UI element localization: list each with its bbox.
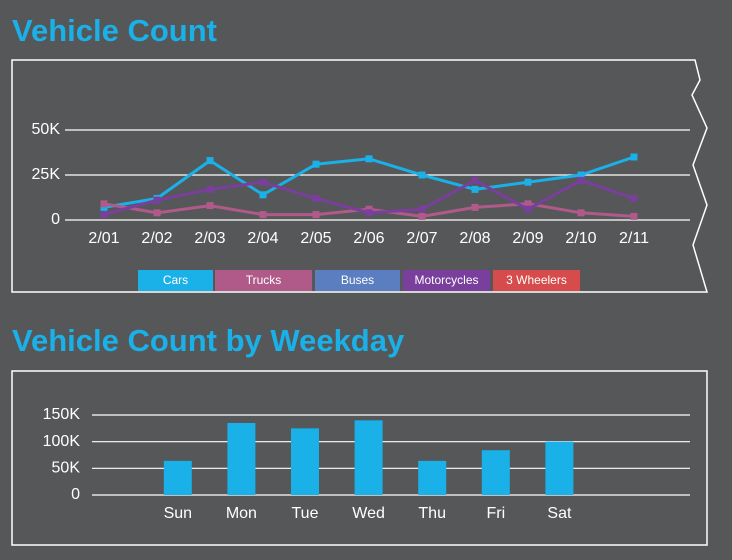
x-tick-label: 2/09	[512, 230, 543, 247]
y-tick-label: 50K	[32, 121, 61, 138]
legend-swatch	[493, 270, 580, 291]
x-tick-label: Tue	[292, 505, 319, 522]
point	[259, 191, 267, 199]
chart-title: Vehicle Count	[12, 13, 217, 48]
x-tick-label: 2/06	[353, 230, 384, 247]
point	[365, 155, 373, 163]
legend-swatch	[315, 270, 400, 291]
x-tick-label: 2/07	[406, 230, 437, 247]
point	[630, 194, 638, 202]
point	[418, 205, 426, 213]
point	[100, 211, 108, 219]
point	[577, 176, 585, 184]
bar	[163, 460, 192, 495]
chart-frame	[11, 59, 709, 293]
point	[259, 178, 267, 186]
point	[206, 202, 214, 210]
point	[206, 185, 214, 193]
point	[312, 160, 320, 168]
point	[524, 205, 532, 213]
y-tick-label: 0	[51, 211, 60, 228]
bar	[545, 441, 574, 495]
x-tick-label: Sun	[164, 505, 192, 522]
bar	[227, 423, 256, 495]
bar	[291, 428, 319, 495]
x-tick-label: Thu	[418, 505, 446, 522]
x-tick-label: Sat	[547, 505, 572, 522]
bar	[418, 460, 447, 495]
y-tick-label: 50K	[52, 460, 81, 477]
point	[471, 176, 479, 184]
legend-label: Motorcycles	[414, 273, 478, 287]
x-tick-label: 2/11	[619, 230, 649, 247]
x-tick-label: 2/03	[194, 230, 225, 247]
point	[630, 212, 638, 220]
point	[100, 203, 108, 211]
y-tick-label: 0	[71, 486, 80, 503]
point	[259, 211, 267, 219]
legend-label: Buses	[341, 273, 374, 287]
point	[524, 178, 532, 186]
point	[206, 157, 214, 165]
x-tick-label: 2/05	[300, 230, 331, 247]
x-tick-label: 2/04	[247, 230, 278, 247]
point	[471, 203, 479, 211]
x-tick-label: Fri	[486, 505, 505, 522]
series-line	[103, 155, 635, 209]
point	[365, 205, 373, 213]
legend-swatch	[403, 270, 490, 291]
chart-frame	[11, 370, 708, 546]
point	[100, 200, 108, 208]
x-tick-label: 2/01	[88, 230, 119, 247]
x-tick-label: 2/02	[141, 230, 172, 247]
point	[312, 211, 320, 219]
x-tick-label: 2/08	[459, 230, 490, 247]
legend-label: Trucks	[246, 273, 282, 287]
bar	[481, 450, 510, 495]
point	[471, 185, 479, 193]
x-tick-label: Mon	[226, 505, 257, 522]
legend-label: Cars	[163, 273, 188, 287]
point	[153, 196, 161, 204]
point	[418, 212, 426, 220]
point	[630, 153, 638, 161]
legend-swatch	[138, 270, 213, 291]
x-tick-label: Wed	[352, 505, 385, 522]
point	[524, 200, 532, 208]
point	[312, 194, 320, 202]
legend-label: 3 Wheelers	[506, 273, 567, 287]
y-tick-label: 150K	[43, 406, 81, 423]
point	[365, 209, 373, 217]
bar	[354, 420, 383, 495]
point	[153, 209, 161, 217]
legend-swatch	[215, 270, 312, 291]
y-tick-label: 100K	[43, 433, 81, 450]
chart-title: Vehicle Count by Weekday	[12, 323, 405, 358]
y-tick-label: 25K	[32, 166, 61, 183]
point	[577, 171, 585, 179]
point	[577, 209, 585, 217]
point	[418, 171, 426, 179]
x-tick-label: 2/10	[565, 230, 596, 247]
